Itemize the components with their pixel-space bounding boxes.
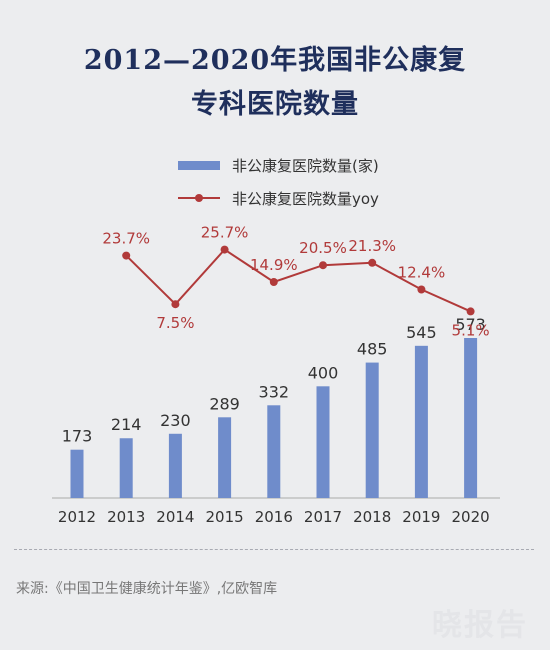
x-tick-2016: 2016	[255, 508, 293, 526]
yoy-point-2013	[122, 251, 131, 260]
bar-label-2013: 214	[111, 415, 142, 434]
combo-chart: 173 2012 214 2013 230 2014 289 2015 332 2016 400 20…	[52, 224, 500, 526]
bar-2013	[119, 438, 133, 498]
bar-2014	[168, 433, 182, 498]
bar-label-2016: 332	[259, 382, 290, 401]
yoy-label-2020: 5.1%	[452, 321, 490, 339]
yoy-point-2019	[417, 285, 426, 294]
bar-2018	[365, 362, 379, 498]
yoy-label-2015: 25.7%	[201, 224, 249, 242]
yoy-point-2017	[319, 261, 327, 270]
divider	[14, 549, 534, 550]
bar-label-2020: 573	[455, 315, 486, 334]
x-tick-2017: 2017	[304, 508, 342, 526]
x-tick-2013: 2013	[107, 508, 145, 526]
x-tick-2014: 2014	[156, 508, 194, 526]
yoy-line	[125, 248, 472, 313]
bar-2019	[414, 345, 428, 498]
yoy-label-2013: 23.7%	[102, 230, 150, 248]
legend-label-line: 非公康复医院数量yoy	[232, 189, 379, 208]
bar-label-2018: 485	[357, 340, 388, 359]
yoy-label-2016: 14.9%	[250, 256, 298, 274]
x-tick-2019: 2019	[402, 508, 440, 526]
chart-title-line1: 2012—2020年我国非公康复	[83, 45, 467, 76]
x-tick-2020: 2020	[452, 508, 490, 526]
yoy-point-2020	[466, 307, 475, 316]
x-tick-2015: 2015	[206, 508, 244, 526]
yoy-label-2014: 7.5%	[156, 314, 194, 332]
yoy-point-2018	[368, 258, 377, 267]
yoy-point-2015	[220, 245, 229, 254]
bar-2015	[218, 417, 232, 498]
yoy-label-2017: 20.5%	[299, 239, 347, 257]
bar-2017	[316, 386, 330, 498]
bar-2012	[70, 449, 84, 498]
bar-2020	[464, 338, 478, 498]
bar-label-2019: 545	[406, 323, 437, 342]
legend-bar-swatch	[178, 160, 220, 170]
chart-title-line2: 专科医院数量	[191, 89, 359, 120]
legend-line-swatch	[178, 194, 220, 202]
legend-item-bar: 非公康复医院数量(家)	[178, 153, 379, 177]
legend-label-bar: 非公康复医院数量(家)	[232, 156, 379, 175]
bar-label-2014: 230	[160, 411, 191, 430]
yoy-point-2014	[171, 300, 180, 309]
watermark-logo: 晓报告	[432, 608, 528, 643]
bar-label-2012: 173	[62, 427, 93, 446]
yoy-label-2019: 12.4%	[398, 264, 446, 282]
bar-label-2015: 289	[209, 394, 240, 413]
x-tick-2012: 2012	[58, 508, 96, 526]
bar-2016	[267, 405, 281, 498]
legend-item-line: 非公康复医院数量yoy	[178, 186, 379, 210]
yoy-label-2018: 21.3%	[348, 237, 396, 255]
source-note: 来源:《中国卫生健康统计年鉴》,亿欧智库	[16, 581, 278, 597]
yoy-point-2016	[269, 278, 278, 286]
bar-label-2017: 400	[308, 363, 339, 382]
x-tick-2018: 2018	[353, 508, 391, 526]
